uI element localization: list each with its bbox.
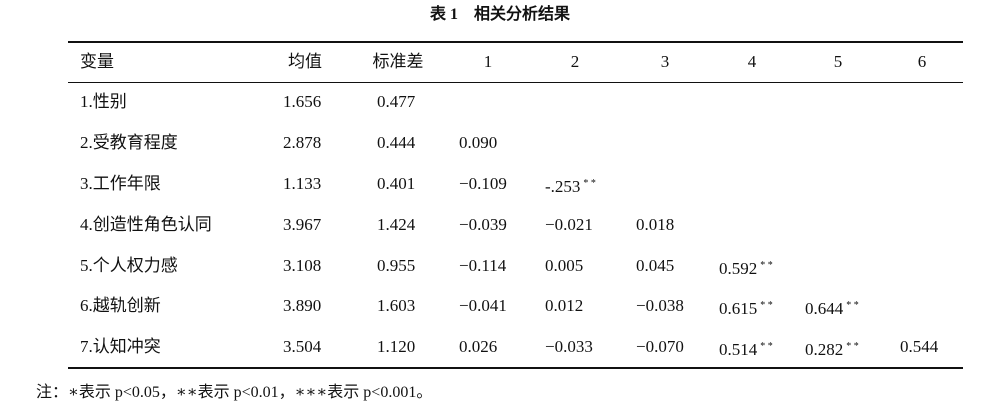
table-cell: 2.878 [283,133,322,152]
table-cell: 0.955 [377,256,416,275]
header-cell: 均值 [288,52,322,71]
table-cell: 0.592 * * [719,256,773,279]
table-cell: 3.890 [283,296,322,315]
header-cell: 6 [917,52,927,71]
cell-value: 0.615 [719,299,758,318]
table-title: 表 1 相关分析结果 [429,6,570,23]
row-label: 5.个人权力感 [80,256,178,275]
header-cell: 1 [483,52,493,71]
cell-value: 0.644 [805,299,844,318]
table-cell: −0.038 [636,296,684,315]
significance-mark: * * [760,341,773,352]
row-label: 7.认知冲突 [80,337,161,356]
row-label: 6.越轨创新 [80,296,161,315]
table-cell: 0.444 [377,133,416,152]
row-label: 2.受教育程度 [80,133,178,152]
row-label: 4.创造性角色认同 [80,215,212,234]
table-cell: 0.544 [900,337,939,356]
significance-mark: * * [583,178,596,189]
header-cell: 5 [833,52,843,71]
table-cell: 1.133 [283,174,322,193]
table-cell: 0.477 [377,92,416,111]
table-cell: −0.070 [636,337,684,356]
table-cell: 0.282 * * [805,337,859,360]
header-cell: 变量 [80,52,114,71]
table-cell: -.253 * * [545,174,596,197]
table-cell: 1.424 [377,215,416,234]
significance-mark: * * [846,341,859,352]
cell-value: -.253 [545,177,581,196]
table-note: 注：∗表示 p<0.05，∗∗表示 p<0.01，∗∗∗表示 p<0.001。 [36,384,433,401]
table-cell: 0.005 [545,256,584,275]
row-label: 1.性别 [80,92,127,111]
table-cell: 1.656 [283,92,322,111]
top-rule [68,41,963,43]
table-cell: −0.114 [459,256,507,275]
table-cell: 0.644 * * [805,296,859,319]
header-rule [68,82,963,83]
row-label: 3.工作年限 [80,174,161,193]
table-cell: 1.120 [377,337,416,356]
significance-mark: * * [760,260,773,271]
table-cell: 0.012 [545,296,584,315]
table-cell: −0.021 [545,215,593,234]
table-cell: 0.514 * * [719,337,773,360]
table-cell: 0.018 [636,215,675,234]
table-cell: −0.109 [459,174,507,193]
table-cell: 0.045 [636,256,675,275]
bottom-rule [68,367,963,369]
table-cell: 3.967 [283,215,322,234]
table-cell: 3.504 [283,337,322,356]
header-cell: 3 [660,52,670,71]
table-cell: −0.033 [545,337,593,356]
cell-value: 0.592 [719,259,758,278]
table-cell: 1.603 [377,296,416,315]
header-cell: 标准差 [372,52,424,71]
table-cell: 0.026 [459,337,498,356]
significance-mark: * * [760,300,773,311]
header-cell: 2 [570,52,580,71]
table-cell: −0.039 [459,215,507,234]
table-cell: 0.401 [377,174,416,193]
cell-value: 0.514 [719,340,758,359]
table-cell: 0.090 [459,133,498,152]
cell-value: 0.282 [805,340,844,359]
table-cell: 3.108 [283,256,322,275]
header-cell: 4 [747,52,757,71]
table-cell: −0.041 [459,296,507,315]
table-cell: 0.615 * * [719,296,773,319]
significance-mark: * * [846,300,859,311]
